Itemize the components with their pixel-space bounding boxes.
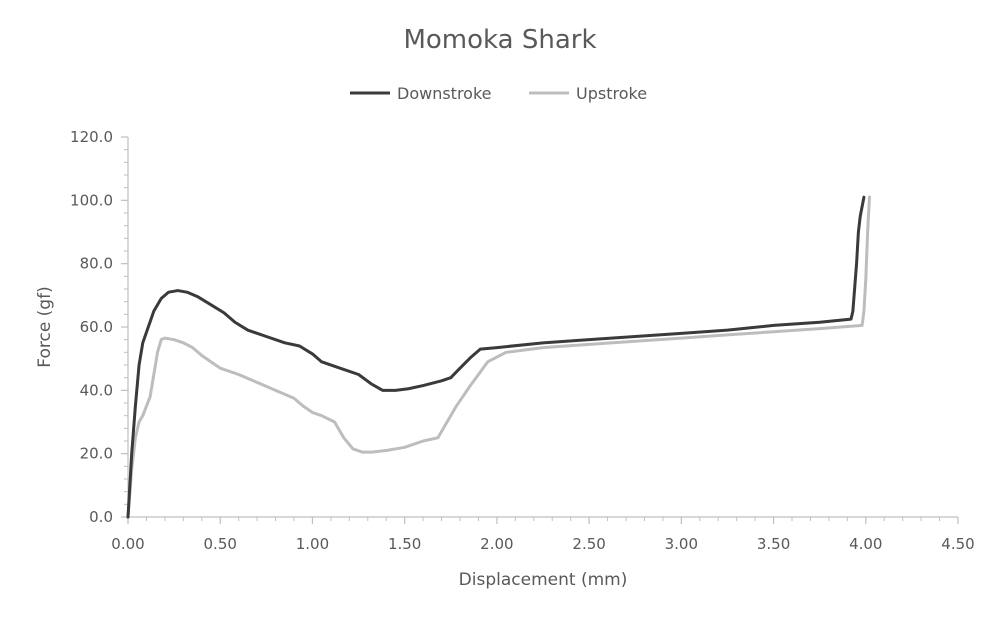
series-lines [126, 195, 871, 519]
x-tick-label: 2.50 [572, 535, 605, 553]
x-tick-label: 4.50 [941, 535, 974, 553]
y-tick-label: 100.0 [70, 191, 113, 209]
series-line-downstroke [126, 195, 866, 519]
y-tick-label: 0.0 [89, 508, 113, 526]
x-tick-label: 1.00 [296, 535, 329, 553]
chart-title: Momoka Shark [403, 25, 596, 55]
x-tick-label: 3.00 [665, 535, 698, 553]
series-line-upstroke [126, 195, 871, 519]
x-tick-label: 0.00 [111, 535, 144, 553]
x-axis-title: Displacement (mm) [459, 570, 628, 590]
x-tick-label: 4.00 [849, 535, 882, 553]
x-tick-label: 3.50 [757, 535, 790, 553]
x-tick-label: 0.50 [204, 535, 237, 553]
legend: Downstroke Upstroke [350, 84, 647, 103]
y-axis-title: Force (gf) [35, 286, 55, 367]
x-tick-label: 1.50 [388, 535, 421, 553]
y-tick-labels: 0.0 20.0 40.0 60.0 80.0 100.0 120.0 [70, 128, 113, 526]
tick-marks [121, 136, 959, 524]
legend-label-downstroke: Downstroke [397, 84, 492, 103]
x-tick-labels: 0.00 0.50 1.00 1.50 2.00 2.50 3.00 3.50 4.00 4.50 [111, 535, 974, 553]
y-tick-label: 120.0 [70, 128, 113, 146]
y-tick-label: 20.0 [80, 445, 113, 463]
legend-label-upstroke: Upstroke [576, 84, 647, 103]
y-tick-label: 40.0 [80, 381, 113, 399]
y-tick-label: 60.0 [80, 318, 113, 336]
x-tick-label: 2.00 [480, 535, 513, 553]
y-tick-label: 80.0 [80, 255, 113, 273]
